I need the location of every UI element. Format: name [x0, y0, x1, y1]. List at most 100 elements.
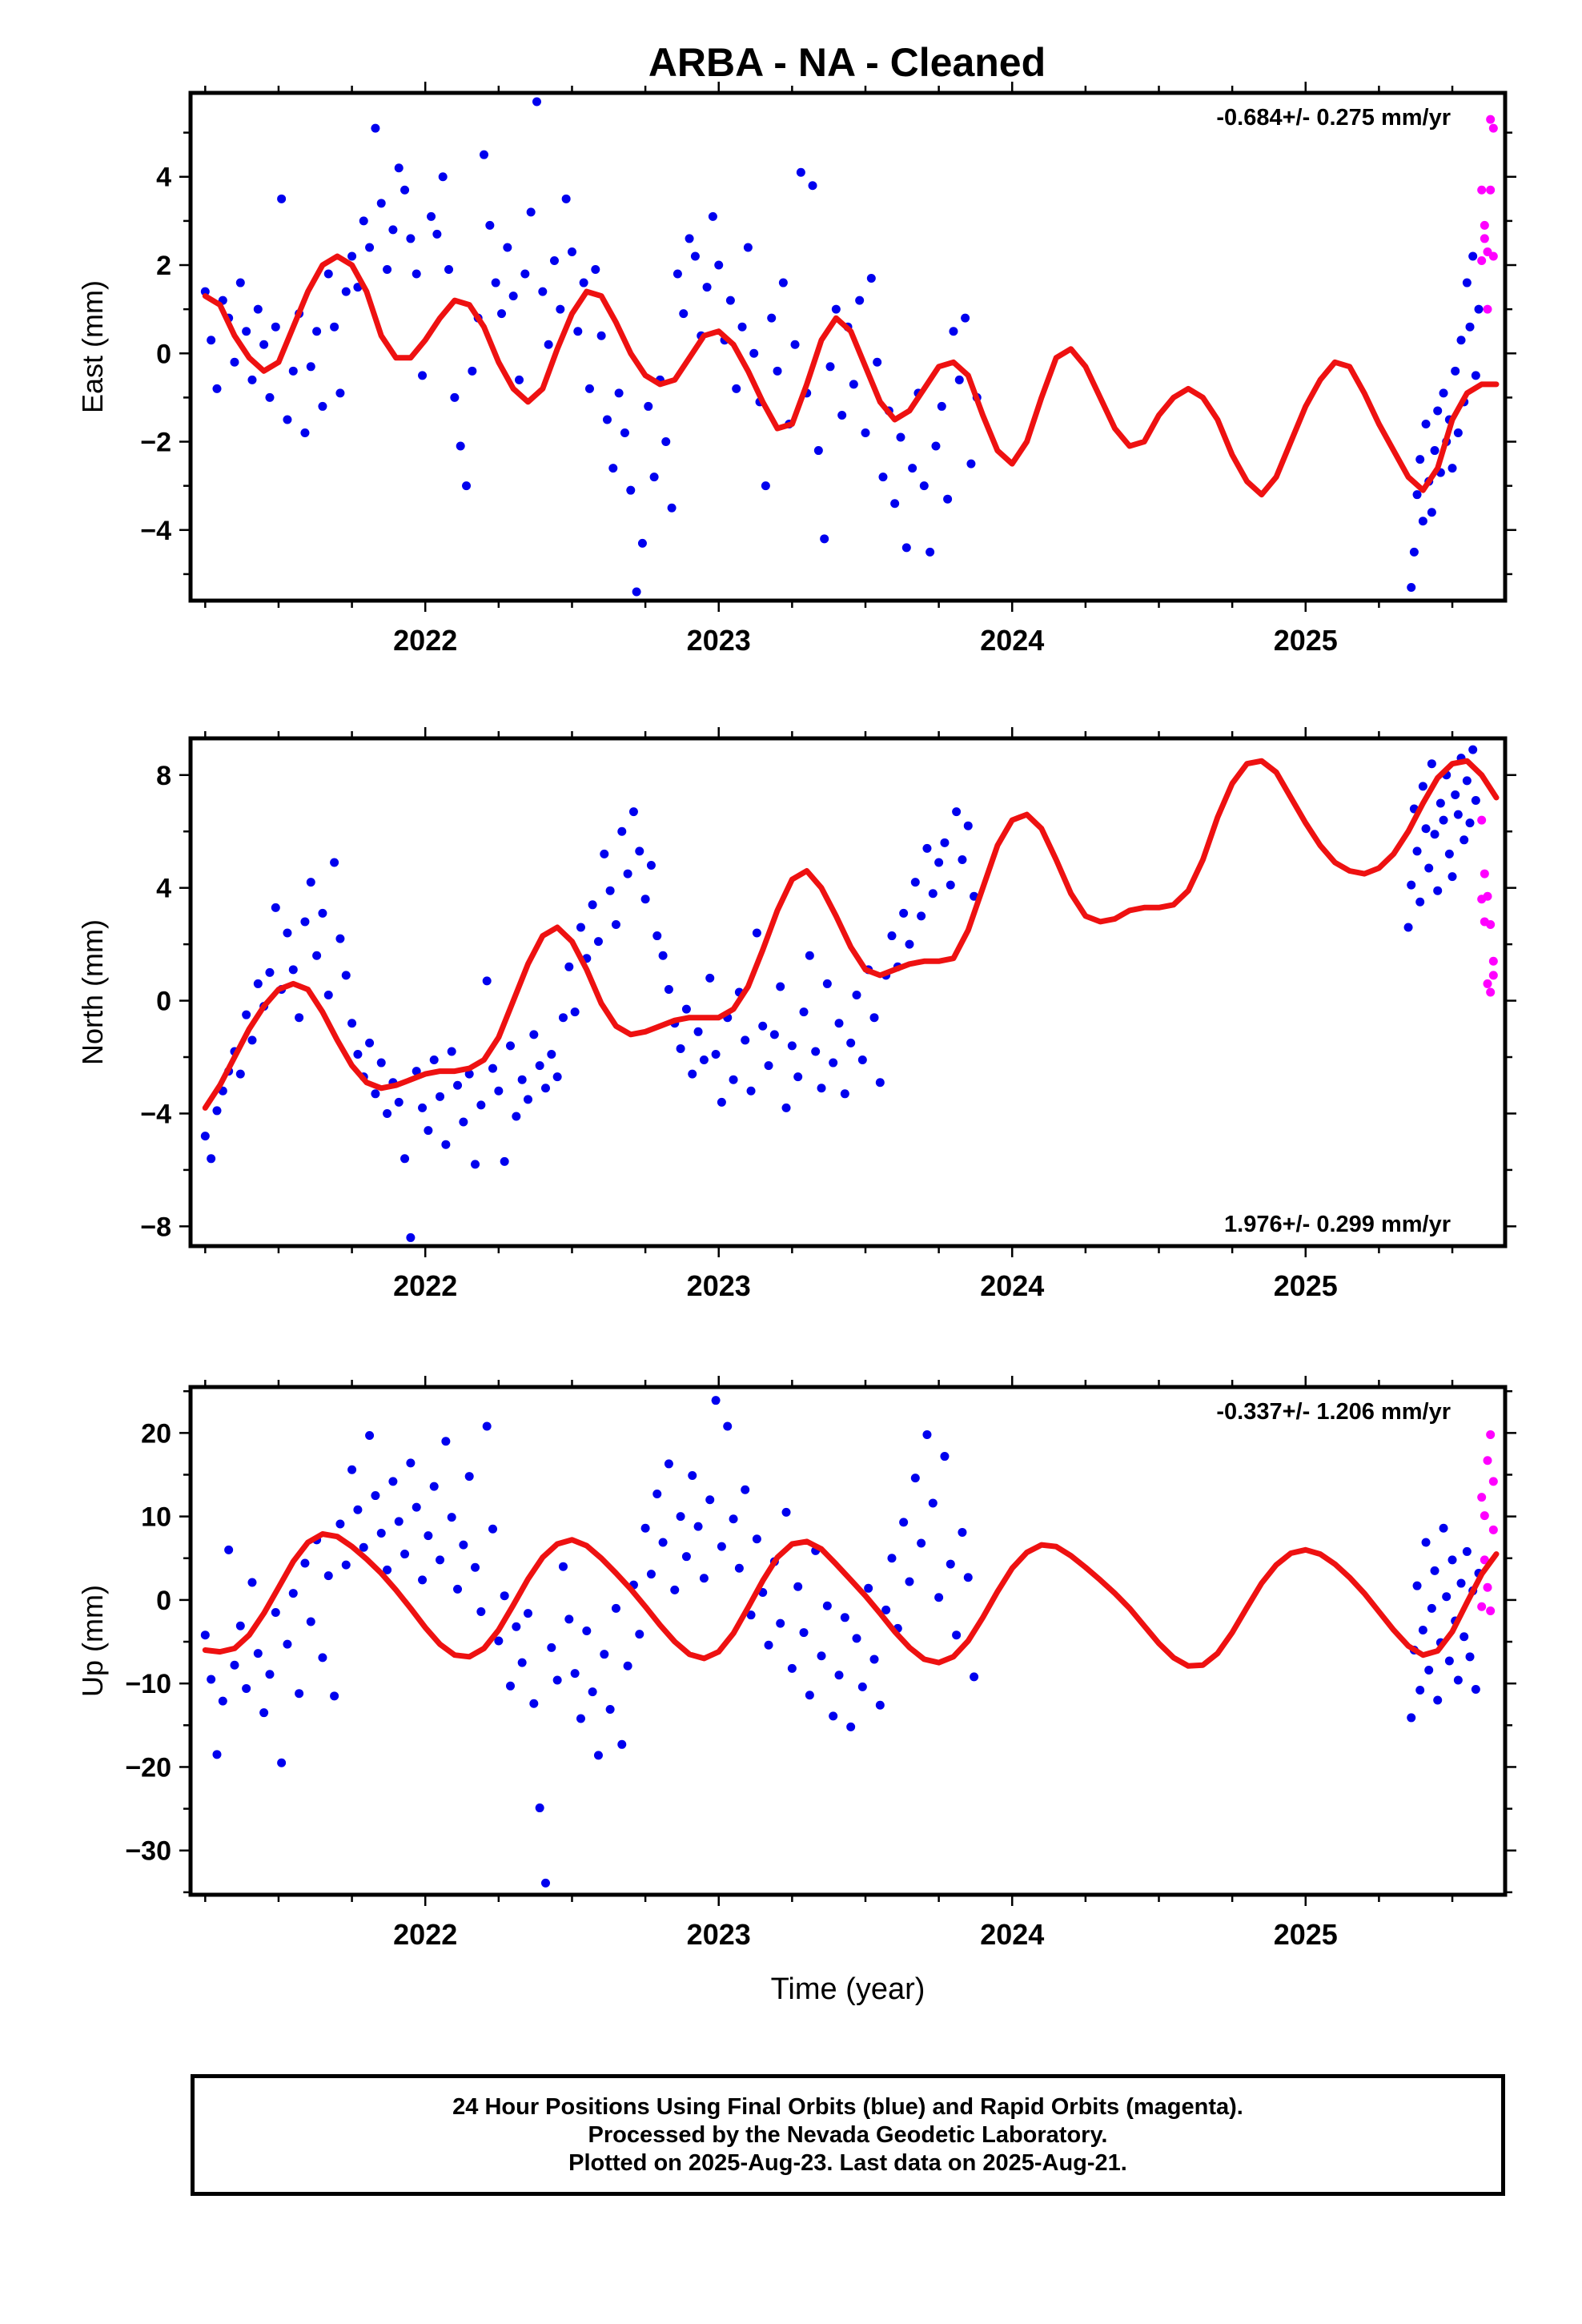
y-tick-label: −20 [125, 1752, 171, 1783]
final-orbit-point [312, 327, 322, 336]
final-orbit-point [628, 807, 638, 817]
final-orbit-point [1403, 923, 1413, 932]
final-orbit-point [450, 392, 460, 402]
x-tick-label: 2022 [393, 1269, 457, 1302]
final-orbit-point [1456, 1578, 1466, 1588]
final-orbit-point [570, 1669, 580, 1679]
final-orbit-point [1462, 1546, 1472, 1556]
final-orbit-point [869, 1655, 879, 1664]
final-orbit-point [922, 843, 932, 853]
x-tick-label: 2025 [1274, 1918, 1338, 1951]
final-orbit-point [376, 1528, 386, 1538]
final-orbit-point [617, 1739, 627, 1749]
rapid-orbit-point [1477, 815, 1487, 825]
final-orbit-point [1447, 464, 1457, 473]
final-orbit-point [588, 1687, 597, 1697]
x-tick-label: 2024 [980, 1918, 1044, 1951]
final-orbit-point [1421, 419, 1431, 428]
rapid-orbit-point [1477, 895, 1487, 904]
x-tick-label: 2023 [687, 624, 751, 657]
y-tick-label: −4 [140, 1099, 171, 1129]
rapid-orbit-point [1488, 1525, 1498, 1534]
final-orbit-point [218, 1696, 227, 1706]
final-orbit-point [934, 1593, 944, 1602]
final-orbit-point [376, 199, 386, 208]
rapid-orbit-point [1483, 1582, 1492, 1592]
final-orbit-point [515, 375, 524, 384]
y-tick-label: −10 [125, 1669, 171, 1699]
final-orbit-point [359, 1542, 368, 1552]
final-orbit-point [570, 1007, 580, 1017]
final-orbit-point [341, 971, 351, 980]
final-orbit-point [743, 243, 753, 252]
final-orbit-point [1439, 1523, 1448, 1533]
final-orbit-point [224, 1545, 234, 1554]
final-orbit-point [418, 371, 428, 380]
final-orbit-point [1444, 1656, 1454, 1666]
final-orbit-point [849, 380, 858, 389]
final-orbit-point [773, 366, 782, 376]
final-orbit-point [605, 1705, 615, 1715]
final-orbit-point [658, 951, 668, 960]
final-orbit-point [383, 1565, 392, 1574]
rapid-orbit-point [1480, 1555, 1489, 1565]
final-orbit-point [242, 1010, 251, 1019]
final-orbit-point [288, 1589, 298, 1598]
final-orbit-point [922, 1429, 932, 1439]
final-orbit-point [1474, 304, 1484, 314]
y-tick-label: 4 [156, 874, 171, 904]
final-orbit-point [600, 849, 609, 858]
final-orbit-point [591, 265, 600, 275]
final-orbit-point [670, 1585, 680, 1594]
final-orbit-point [764, 1640, 773, 1650]
final-orbit-point [1468, 251, 1478, 261]
final-orbit-point [1433, 406, 1443, 416]
final-orbit-point [637, 538, 647, 548]
final-orbit-point [963, 1573, 973, 1582]
final-orbit-point [424, 1531, 433, 1541]
final-orbit-point [330, 1691, 339, 1701]
final-orbit-point [584, 384, 594, 393]
final-orbit-point [1453, 1675, 1463, 1685]
footer-line-dates: Plotted on 2025-Aug-23. Last data on 202… [568, 2149, 1127, 2176]
final-orbit-point [875, 1078, 885, 1088]
final-orbit-point [711, 1396, 721, 1405]
rapid-orbit-point [1480, 220, 1489, 230]
final-orbit-point [441, 1437, 451, 1446]
final-orbit-point [793, 1072, 803, 1082]
rapid-orbit-point [1480, 869, 1489, 879]
final-orbit-point [749, 348, 759, 358]
final-orbit-point [661, 437, 671, 447]
rapid-orbit-point [1486, 1429, 1496, 1439]
final-orbit-point [790, 340, 800, 349]
final-orbit-point [464, 1069, 474, 1079]
final-orbit-point [300, 1558, 310, 1568]
final-orbit-point [705, 973, 715, 983]
final-orbit-point [476, 1607, 486, 1617]
final-orbit-point [400, 185, 410, 195]
final-orbit-point [954, 375, 964, 384]
final-orbit-point [547, 1642, 556, 1652]
final-orbit-point [822, 979, 832, 988]
final-orbit-point [247, 1578, 257, 1587]
final-orbit-point [640, 1523, 650, 1533]
final-orbit-point [523, 1609, 532, 1618]
final-orbit-point [1453, 810, 1463, 819]
final-orbit-point [799, 1628, 809, 1638]
final-orbit-point [506, 1681, 516, 1691]
final-orbit-point [949, 327, 958, 336]
final-orbit-point [901, 543, 911, 553]
final-orbit-point [605, 886, 615, 895]
x-tick-label: 2023 [687, 1918, 751, 1951]
final-orbit-point [952, 807, 962, 817]
rapid-orbit-point [1488, 1477, 1498, 1486]
final-orbit-point [306, 362, 315, 372]
final-orbit-point [910, 1474, 920, 1483]
final-orbit-point [664, 984, 673, 994]
final-orbit-point [705, 1495, 715, 1505]
final-orbit-point [1427, 508, 1436, 517]
final-orbit-point [300, 428, 310, 438]
final-orbit-point [265, 967, 275, 977]
final-orbit-point [532, 97, 541, 107]
final-orbit-point [752, 928, 761, 938]
